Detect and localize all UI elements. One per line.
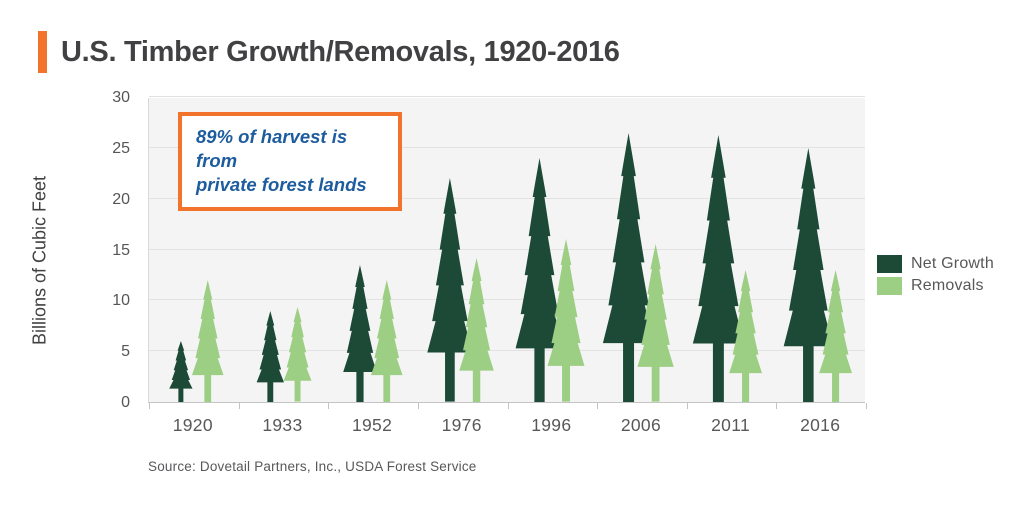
x-axis-tick <box>417 403 419 409</box>
legend-label-removals: Removals <box>911 277 984 294</box>
tree-net-growth-2006 <box>603 132 655 402</box>
annotation-line-2: private forest lands <box>196 174 367 196</box>
x-axis-tick <box>238 403 240 409</box>
x-tick-label-2006: 2006 <box>620 415 662 435</box>
tree-removals-1920 <box>192 280 224 402</box>
x-tick-label-1920: 1920 <box>172 415 213 435</box>
x-axis-tick <box>149 403 150 409</box>
y-axis-tick-labels: 0 5 10 15 20 25 30 <box>88 89 138 411</box>
plot-area <box>148 96 867 409</box>
x-axis-tick <box>507 403 509 409</box>
x-axis-tick <box>328 403 330 409</box>
tree-removals-1996 <box>547 239 585 402</box>
legend: Net Growth Removals <box>877 255 994 299</box>
tree-net-growth-2011 <box>693 134 745 402</box>
tree-net-growth-1996 <box>515 158 564 402</box>
tree-net-growth-2016 <box>783 147 833 402</box>
y-tick-label-25: 25 <box>112 139 130 157</box>
y-tick-label-20: 20 <box>112 190 130 208</box>
gridline-30 <box>149 96 865 97</box>
title-row: U.S. Timber Growth/Removals, 1920-2016 <box>38 31 620 73</box>
x-tick-label-1952: 1952 <box>351 415 393 435</box>
net-growth-swatch-icon <box>877 255 902 273</box>
tree-removals-2016 <box>818 269 852 402</box>
x-axis-tick <box>866 403 867 409</box>
tree-removals-1933 <box>283 307 312 402</box>
legend-item-removals: Removals <box>877 277 994 295</box>
tree-removals-1976 <box>459 257 494 402</box>
gridline-20 <box>149 197 865 199</box>
annotation-callout: 89% of harvest is from private forest la… <box>178 112 402 212</box>
y-axis-title-text: Billions of Cubic Feet <box>29 175 50 346</box>
y-tick-label-30: 30 <box>112 89 130 106</box>
tree-net-growth-1920 <box>169 341 193 402</box>
x-axis-tick <box>597 403 599 409</box>
removals-swatch-icon <box>877 277 902 295</box>
gridline-10 <box>149 299 865 301</box>
tree-removals-2011 <box>729 269 762 402</box>
x-tick-label-1976: 1976 <box>441 415 482 435</box>
annotation-line-1: 89% of harvest is from <box>196 126 348 172</box>
x-axis-tick <box>776 403 778 409</box>
tree-net-growth-1952 <box>343 264 377 402</box>
y-tick-label-15: 15 <box>112 241 130 259</box>
gridline-15 <box>149 248 865 250</box>
x-tick-label-2016: 2016 <box>800 415 841 435</box>
x-tick-label-2011: 2011 <box>711 415 750 435</box>
gridline-25 <box>149 146 865 148</box>
x-axis-tick-labels: 1920 1933 1952 1976 1996 2006 2011 2016 <box>148 415 865 439</box>
source-note: Source: Dovetail Partners, Inc., USDA Fo… <box>148 459 477 474</box>
tree-net-growth-1976 <box>427 178 473 402</box>
tree-removals-2006 <box>637 244 675 402</box>
legend-item-net-growth: Net Growth <box>877 255 994 273</box>
title-accent-bar <box>38 31 47 73</box>
tree-removals-1952 <box>371 280 403 402</box>
x-axis-tick <box>686 403 688 409</box>
y-tick-label-5: 5 <box>121 343 130 361</box>
y-tick-label-10: 10 <box>112 292 130 310</box>
x-tick-label-1996: 1996 <box>531 415 572 435</box>
tree-net-growth-1933 <box>256 310 285 402</box>
page-title: U.S. Timber Growth/Removals, 1920-2016 <box>61 35 620 68</box>
gridline-5 <box>149 350 865 352</box>
x-tick-label-1933: 1933 <box>262 415 303 435</box>
y-axis-title: Billions of Cubic Feet <box>30 176 51 345</box>
y-tick-label-0: 0 <box>121 394 130 411</box>
legend-label-net-growth: Net Growth <box>911 255 994 272</box>
